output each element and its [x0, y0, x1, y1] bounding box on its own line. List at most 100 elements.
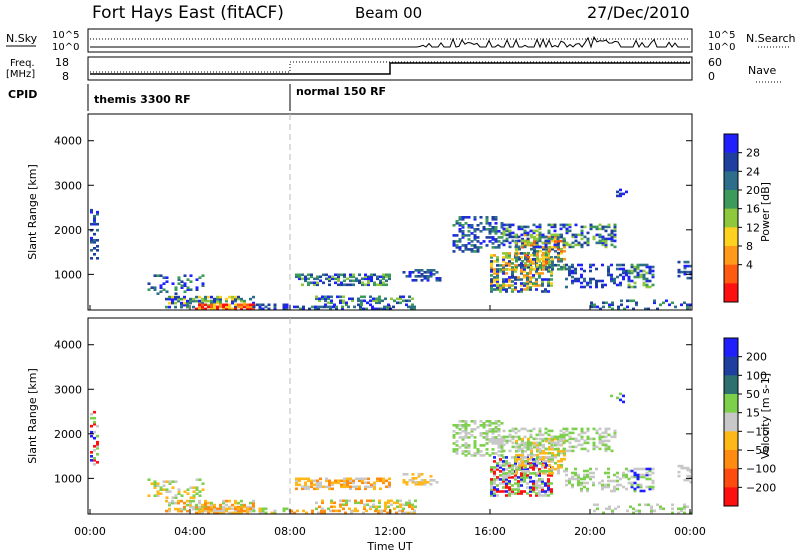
data-cell [497, 446, 501, 449]
data-cell [493, 270, 496, 273]
data-cell [580, 431, 584, 435]
data-cell [521, 437, 524, 441]
data-cell [246, 305, 249, 309]
data-cell [542, 251, 545, 255]
data-cell [619, 192, 622, 196]
y-tick-label: 2000 [54, 224, 82, 237]
data-cell [476, 248, 480, 251]
data-cell [385, 279, 388, 283]
data-cell [535, 270, 538, 273]
data-cell [511, 258, 514, 261]
data-cell [508, 276, 511, 279]
data-cell [521, 461, 524, 465]
data-cell [527, 469, 530, 473]
data-cell [204, 507, 207, 511]
data-cell [571, 485, 574, 489]
data-cell [580, 275, 583, 279]
data-cell [341, 305, 344, 309]
data-cell [494, 426, 498, 429]
data-cell [642, 273, 646, 277]
data-cell [379, 279, 382, 283]
data-cell [556, 435, 560, 439]
data-cell [565, 427, 569, 431]
data-cell [511, 472, 514, 475]
data-cell [252, 507, 255, 511]
nsearch-label: N.Search [746, 32, 796, 45]
data-cell [583, 477, 586, 481]
data-cell [467, 446, 471, 449]
data-cell [586, 469, 589, 473]
data-cell [520, 468, 523, 471]
data-cell [189, 297, 192, 301]
data-cell [352, 481, 355, 485]
data-cell [467, 248, 471, 251]
data-cell [171, 501, 174, 505]
data-cell [586, 489, 589, 493]
data-cell [162, 282, 166, 285]
data-cell [461, 452, 465, 455]
data-cell [330, 295, 333, 299]
data-cell [93, 449, 96, 452]
colorbar-tick-label: 24 [746, 165, 760, 178]
data-cell [550, 270, 553, 273]
data-cell [521, 469, 524, 473]
data-cell [536, 449, 539, 453]
data-cell [601, 441, 605, 445]
data-cell [234, 511, 237, 515]
data-cell [508, 466, 511, 469]
data-cell [514, 492, 517, 495]
data-cell [231, 297, 234, 301]
data-cell [153, 484, 157, 487]
data-cell [313, 277, 316, 281]
data-cell [580, 477, 583, 481]
data-cell [219, 505, 222, 509]
data-cell [545, 455, 548, 459]
data-cell [635, 301, 638, 305]
data-cell [473, 452, 477, 455]
data-cell [601, 479, 604, 483]
colorbar-tick-label: 12 [746, 221, 760, 234]
data-cell [180, 305, 183, 309]
data-cell [607, 479, 610, 483]
data-cell [438, 279, 442, 282]
data-cell [204, 307, 207, 311]
data-cell [485, 218, 489, 221]
data-cell [544, 484, 547, 487]
data-cell [361, 481, 364, 485]
data-cell [508, 470, 511, 473]
data-cell [355, 279, 358, 283]
data-cell [461, 216, 465, 219]
data-cell [556, 245, 560, 249]
data-cell [219, 509, 222, 513]
data-cell [493, 272, 496, 275]
data-cell [198, 301, 201, 305]
data-cell [246, 303, 249, 307]
data-cell [535, 237, 539, 241]
data-cell [225, 307, 228, 311]
data-cell [627, 283, 631, 287]
data-cell [508, 462, 511, 465]
data-cell [517, 435, 521, 439]
data-cell [520, 239, 524, 243]
data-cell [532, 245, 536, 249]
data-cell [352, 279, 355, 283]
data-cell [189, 288, 193, 291]
data-cell [593, 509, 596, 513]
data-cell [535, 437, 539, 441]
data-cell [304, 487, 307, 491]
data-cell [295, 483, 298, 487]
data-cell [505, 290, 508, 293]
data-cell [505, 468, 508, 471]
data-cell [502, 286, 505, 289]
data-cell [535, 245, 539, 249]
data-cell [565, 467, 568, 471]
data-cell [511, 270, 514, 273]
data-cell [180, 284, 184, 287]
data-cell [620, 299, 623, 303]
data-cell [538, 431, 542, 435]
data-cell [580, 229, 584, 233]
data-cell [535, 482, 538, 485]
data-cell [514, 288, 517, 291]
data-cell [627, 269, 631, 273]
data-cell [514, 276, 517, 279]
